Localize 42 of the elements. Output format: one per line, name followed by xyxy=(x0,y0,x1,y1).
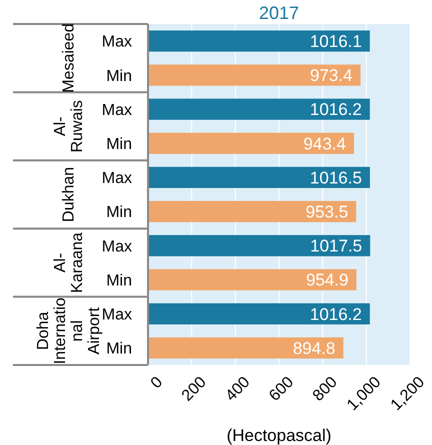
chart-title: 2017 xyxy=(258,3,300,23)
y-tick-label: Doha International Airport xyxy=(35,297,104,364)
data-label: 943.4 xyxy=(303,134,346,154)
series-label: Min xyxy=(106,68,132,85)
x-tick-label: 400 xyxy=(222,374,254,405)
bar xyxy=(148,30,370,52)
x-axis-title: (Hectopascal) xyxy=(226,426,332,445)
text: Min xyxy=(106,136,132,153)
x-tick-label: 600 xyxy=(266,374,298,405)
bar xyxy=(148,200,356,222)
text: Max xyxy=(102,238,132,256)
bar xyxy=(148,166,370,188)
y-tick-label: Mesaieed xyxy=(60,23,78,93)
data-label: 1016.2 xyxy=(310,100,362,120)
bar xyxy=(148,64,361,86)
data-label: 1016.1 xyxy=(310,32,362,51)
bar xyxy=(148,269,356,290)
text: Min xyxy=(106,272,132,290)
bar xyxy=(148,337,344,359)
text: Max xyxy=(102,102,132,119)
x-tick-label: 0 xyxy=(148,374,166,392)
data-label: 1016.5 xyxy=(310,168,362,188)
data-label: 953.5 xyxy=(306,202,348,222)
data-label: 894.8 xyxy=(292,338,336,358)
x-tick-label: 200 xyxy=(178,374,210,405)
y-tick-label: Dukhan xyxy=(60,166,78,222)
x-tick-label: 800 xyxy=(310,374,341,405)
y-tick-label: Al-Karaana xyxy=(52,232,86,293)
text: Min xyxy=(106,340,132,358)
data-label: 1017.5 xyxy=(310,236,362,256)
data-label: 954.9 xyxy=(306,270,348,290)
text: Min xyxy=(106,204,132,222)
bar xyxy=(148,303,370,324)
bar xyxy=(148,98,370,120)
bar xyxy=(148,235,370,256)
y-tick-label: Al-Ruwais xyxy=(52,100,86,153)
text: Max xyxy=(102,170,132,188)
text: Max xyxy=(102,306,132,324)
data-label: 973.4 xyxy=(310,66,353,86)
data-label: 1016.2 xyxy=(310,304,362,324)
series-label: Max xyxy=(102,34,132,51)
bar xyxy=(148,132,354,154)
